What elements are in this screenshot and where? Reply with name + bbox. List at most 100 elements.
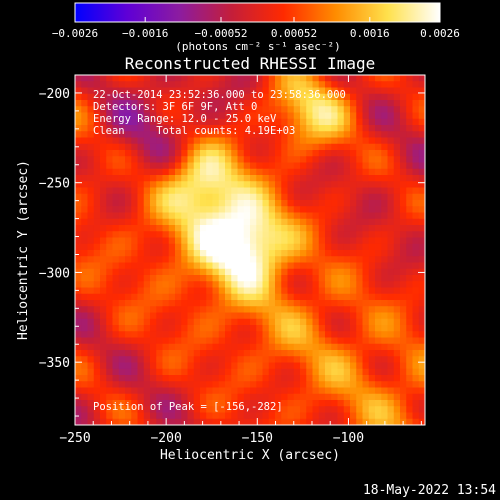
heatmap-cell: [212, 225, 220, 232]
heatmap-cell: [250, 268, 257, 276]
heatmap-cell: [300, 118, 307, 126]
heatmap-cell: [87, 156, 95, 163]
heatmap-cell: [400, 312, 407, 320]
heatmap-cell: [81, 131, 88, 138]
heatmap-cell: [393, 350, 401, 357]
heatmap-cell: [281, 343, 288, 351]
heatmap-cell: [181, 231, 188, 238]
heatmap-cell: [268, 125, 276, 132]
heatmap-cell: [218, 306, 226, 313]
heatmap-cell: [106, 156, 113, 163]
heatmap-cell: [156, 100, 163, 107]
heatmap-cell: [200, 212, 207, 220]
heatmap-cell: [275, 168, 282, 176]
heatmap-cell: [125, 362, 132, 370]
heatmap-cell: [175, 237, 182, 245]
heatmap-cell: [331, 168, 338, 176]
heatmap-cell: [193, 275, 201, 282]
heatmap-cell: [200, 243, 207, 251]
heatmap-cell: [406, 175, 413, 182]
heatmap-cell: [162, 275, 170, 282]
heatmap-cell: [387, 106, 395, 113]
heatmap-cell: [100, 368, 107, 376]
heatmap-cell: [243, 325, 251, 332]
heatmap-cell: [137, 218, 145, 226]
heatmap-cell: [412, 237, 420, 245]
heatmap-cell: [243, 306, 251, 313]
heatmap-cell: [293, 393, 301, 401]
heatmap-cell: [368, 131, 376, 138]
heatmap-cell: [243, 406, 251, 413]
heatmap-cell: [306, 412, 313, 420]
heatmap-cell: [256, 350, 263, 357]
heatmap-cell: [256, 256, 263, 263]
heatmap-cell: [268, 306, 276, 313]
heatmap-cell: [231, 243, 238, 251]
heatmap-cell: [200, 237, 207, 245]
heatmap-cell: [387, 181, 395, 188]
heatmap-cell: [81, 375, 88, 382]
heatmap-cell: [225, 412, 232, 420]
heatmap-cell: [400, 93, 407, 101]
heatmap-cell: [356, 362, 363, 370]
heatmap-cell: [287, 306, 295, 313]
heatmap-cell: [275, 175, 282, 182]
heatmap-cell: [193, 287, 201, 295]
heatmap-cell: [231, 381, 238, 388]
heatmap-cell: [256, 375, 263, 382]
heatmap-cell: [356, 256, 363, 263]
heatmap-cell: [150, 75, 157, 82]
heatmap-cell: [193, 400, 201, 407]
heatmap-cell: [93, 400, 101, 407]
heatmap-cell: [306, 100, 313, 107]
heatmap-cell: [118, 137, 126, 145]
heatmap-cell: [237, 225, 245, 232]
heatmap-cell: [100, 150, 107, 157]
heatmap-cell: [156, 256, 163, 263]
heatmap-cell: [137, 162, 145, 170]
heatmap-cell: [181, 337, 188, 345]
heatmap-cell: [231, 356, 238, 363]
heatmap-cell: [350, 268, 357, 276]
heatmap-cell: [325, 312, 332, 320]
heatmap-cell: [418, 312, 425, 320]
heatmap-cell: [318, 212, 326, 220]
heatmap-cell: [75, 343, 82, 351]
heatmap-cell: [412, 318, 420, 326]
heatmap-cell: [331, 293, 338, 301]
heatmap-cell: [418, 293, 425, 301]
heatmap-cell: [212, 75, 220, 82]
heatmap-cell: [318, 231, 326, 238]
heatmap-cell: [125, 312, 132, 320]
heatmap-cell: [343, 350, 351, 357]
heatmap-cell: [237, 306, 245, 313]
heatmap-cell: [306, 356, 313, 363]
heatmap-cell: [387, 206, 395, 213]
heatmap-cell: [275, 75, 282, 82]
heatmap-cell: [75, 350, 82, 357]
heatmap-cell: [237, 218, 245, 226]
heatmap-cell: [362, 393, 370, 401]
heatmap-cell: [362, 406, 370, 413]
heatmap-cell: [356, 287, 363, 295]
heatmap-cell: [225, 156, 232, 163]
heatmap-cell: [187, 225, 195, 232]
heatmap-cell: [368, 231, 376, 238]
heatmap-cell: [400, 406, 407, 413]
heatmap-cell: [175, 406, 182, 413]
heatmap-cell: [343, 131, 351, 138]
heatmap-cell: [312, 131, 320, 138]
heatmap-cell: [150, 350, 157, 357]
heatmap-cell: [275, 293, 282, 301]
heatmap-cell: [287, 412, 295, 420]
heatmap-cell: [243, 318, 251, 326]
heatmap-cell: [243, 387, 251, 395]
heatmap-cell: [237, 350, 245, 357]
heatmap-cell: [406, 125, 413, 132]
heatmap-cell: [337, 212, 345, 220]
heatmap-cell: [118, 312, 126, 320]
heatmap-cell: [312, 356, 320, 363]
heatmap-cell: [193, 406, 201, 413]
heatmap-cell: [143, 106, 151, 113]
heatmap-cell: [206, 368, 213, 376]
